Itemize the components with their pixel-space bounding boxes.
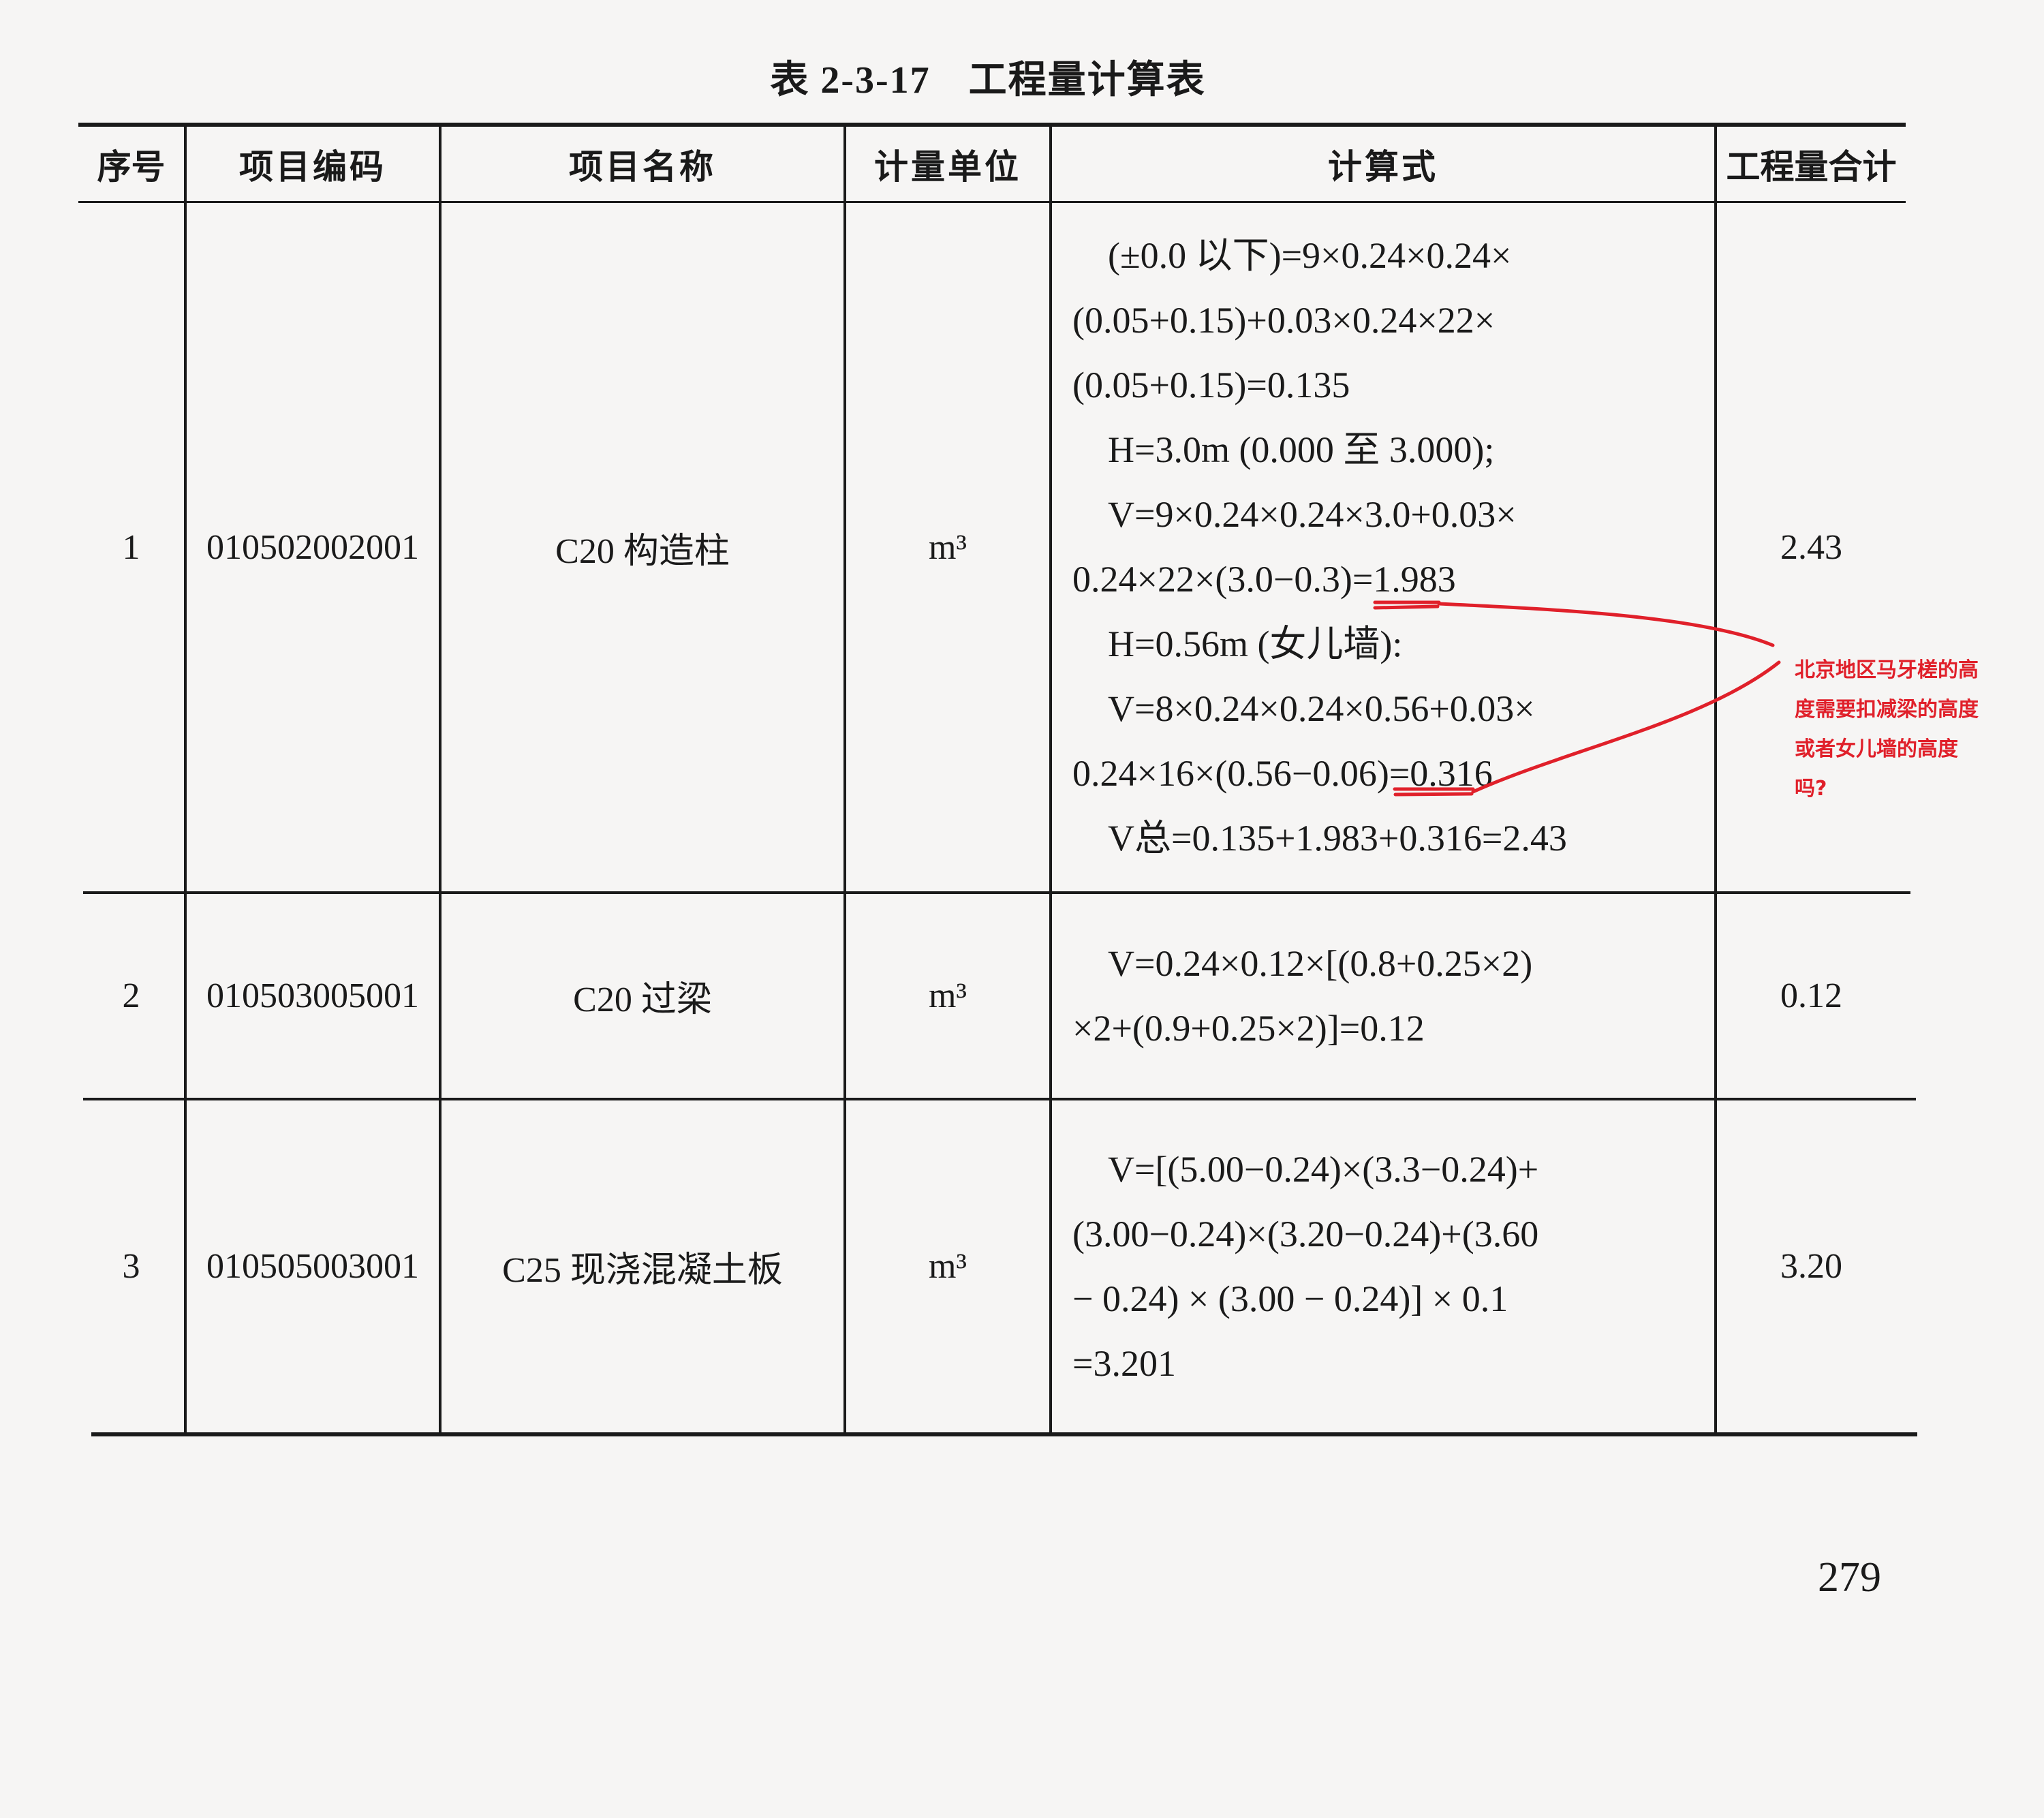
header-code: 项目编码 — [239, 147, 386, 186]
table-title-text: 工程量计算表 — [968, 59, 1206, 102]
row-formula: (±0.0 以下)=9×0.24×0.24× (0.05+0.15)+0.03×… — [1072, 203, 1713, 891]
formula-line: V总=0.135+1.983+0.316=2.43 — [1108, 818, 1567, 859]
formula-line: (0.05+0.15)+0.03×0.24×22× — [1072, 300, 1496, 341]
formula-line: V=[(5.00−0.24)×(3.3−0.24)+ — [1108, 1148, 1539, 1190]
note-line: 度需要扣减梁的高度 — [1795, 698, 1979, 722]
row-formula: V=0.24×0.12×[(0.8+0.25×2) ×2+(0.9+0.25×2… — [1072, 894, 1713, 1098]
formula-line: 0.24×22×(3.0−0.3)=1.983 — [1072, 559, 1456, 600]
formula-line: ×2+(0.9+0.25×2)]=0.12 — [1072, 1007, 1425, 1049]
column-divider — [184, 123, 187, 1434]
annotation-note: 北京地区马牙槎的高 度需要扣减梁的高度 或者女儿墙的高度 吗? — [1795, 651, 2026, 809]
row-total: 2.43 — [1780, 527, 1842, 567]
note-line: 或者女儿墙的高度 — [1795, 737, 1958, 761]
formula-line: − 0.24) × (3.00 − 0.24)] × 0.1 — [1072, 1278, 1508, 1319]
row-index: 3 — [122, 1247, 140, 1286]
row-divider — [83, 1098, 1916, 1100]
formula-line: H=0.56m (女儿墙): — [1108, 623, 1403, 664]
connector-line — [1437, 602, 1775, 647]
formula-line: (±0.0 以下)=9×0.24×0.24× — [1108, 235, 1512, 276]
row-total: 0.12 — [1780, 976, 1842, 1015]
formula-line: H=3.0m (0.000 至 3.000); — [1108, 429, 1495, 470]
formula-line: =3.201 — [1072, 1342, 1176, 1384]
header-index: 序号 — [97, 147, 166, 186]
bottom-rule — [91, 1432, 1917, 1436]
row-code: 010505003001 — [206, 1247, 419, 1286]
note-line: 北京地区马牙槎的高 — [1795, 658, 1979, 682]
note-line: 吗? — [1795, 777, 1827, 801]
underline-mark — [1393, 787, 1475, 797]
header-unit: 计量单位 — [874, 147, 1021, 186]
header-formula: 计算式 — [1328, 147, 1438, 186]
header-total: 工程量合计 — [1726, 147, 1897, 186]
row-code: 010502002001 — [206, 527, 419, 567]
header-rule — [78, 201, 1906, 203]
row-index: 2 — [122, 976, 140, 1015]
row-unit: m³ — [928, 976, 967, 1015]
page-number: 279 — [1818, 1554, 1881, 1601]
row-name: C20 构造柱 — [555, 531, 730, 571]
table-title: 表 2-3-17 工程量计算表 — [0, 49, 1976, 104]
column-divider — [843, 123, 846, 1434]
connector-line — [1471, 660, 1781, 794]
row-unit: m³ — [928, 1247, 967, 1286]
row-index: 1 — [122, 527, 140, 567]
row-total: 3.20 — [1780, 1247, 1842, 1286]
formula-line: (0.05+0.15)=0.135 — [1072, 365, 1350, 405]
column-divider — [439, 123, 442, 1434]
formula-line: (3.00−0.24)×(3.20−0.24)+(3.60 — [1072, 1213, 1539, 1254]
column-divider — [1049, 123, 1052, 1434]
row-unit: m³ — [928, 527, 967, 567]
row-name: C25 现浇混凝土板 — [502, 1251, 783, 1290]
row-divider — [83, 891, 1910, 894]
row-formula: V=[(5.00−0.24)×(3.3−0.24)+ (3.00−0.24)×(… — [1072, 1100, 1713, 1432]
table-number: 表 2-3-17 — [770, 59, 931, 102]
row-code: 010503005001 — [206, 976, 419, 1015]
column-divider — [1714, 123, 1717, 1434]
formula-line: V=9×0.24×0.24×3.0+0.03× — [1108, 494, 1517, 535]
underline-mark — [1373, 600, 1441, 610]
formula-line: V=8×0.24×0.24×0.56+0.03× — [1108, 688, 1535, 729]
formula-line: V=0.24×0.12×[(0.8+0.25×2) — [1108, 942, 1533, 984]
formula-line: 0.24×16×(0.56−0.06)=0.316 — [1072, 753, 1493, 794]
header-name: 项目名称 — [569, 147, 716, 186]
top-rule — [78, 123, 1906, 127]
row-name: C20 过梁 — [573, 981, 712, 1019]
